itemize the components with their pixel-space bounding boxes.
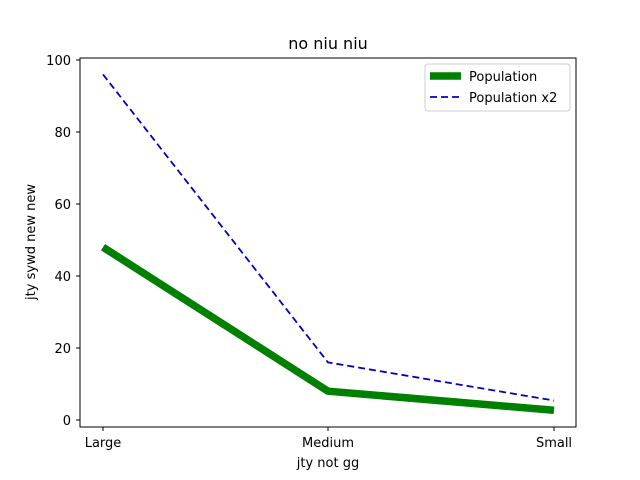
legend: Population Population x2 xyxy=(424,63,571,112)
y-tick-label: 100 xyxy=(46,54,71,69)
legend-label: Population xyxy=(469,70,537,85)
chart-title: no niu niu xyxy=(288,34,368,53)
y-tick-label: 0 xyxy=(63,414,71,429)
plot-lines xyxy=(100,73,555,415)
legend-box xyxy=(424,63,571,112)
y-axis-label: jty sywd new new xyxy=(24,184,39,301)
x-tick-label: Small xyxy=(536,436,572,451)
y-tick-label: 20 xyxy=(54,342,71,357)
y-tick-label: 60 xyxy=(54,198,71,213)
y-tick-label: 80 xyxy=(54,126,71,141)
y-axis: 0 20 40 60 80 100 xyxy=(46,54,80,429)
x-axis: Large Medium Small xyxy=(85,427,572,451)
x-axis-label: jty not gg xyxy=(296,456,359,471)
x-tick-label: Medium xyxy=(302,436,354,451)
x-tick-label: Large xyxy=(85,436,122,451)
y-tick-label: 40 xyxy=(54,270,71,285)
legend-label: Population x2 xyxy=(469,91,557,106)
